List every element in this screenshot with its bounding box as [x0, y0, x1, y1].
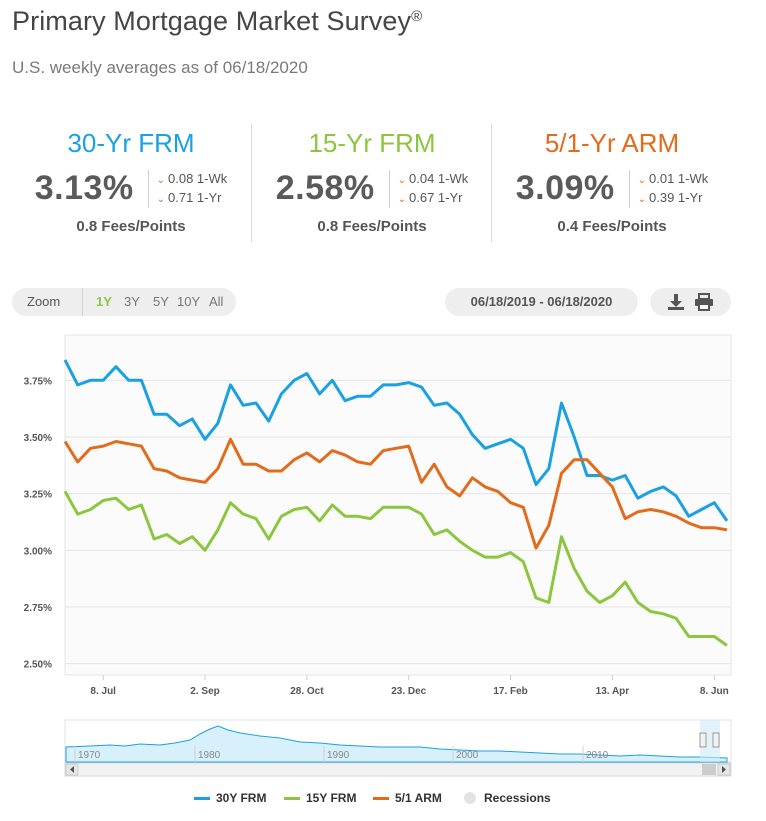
- chart-tools: [650, 288, 731, 316]
- down-arrow-icon: ⌄: [637, 174, 647, 186]
- rate-changes: ⌄ 0.01 1-Wk ⌄ 0.39 1-Yr: [628, 169, 709, 208]
- yearly-change: 0.67 1-Yr: [409, 189, 463, 205]
- zoom-all-button[interactable]: All: [209, 294, 224, 309]
- rate-card-30yr: 30-Yr FRM 3.13% ⌄ 0.08 1-Wk ⌄ 0.71 1-Yr 0.…: [11, 124, 251, 242]
- download-icon[interactable]: [666, 293, 686, 311]
- fees-points: 0.4 Fees/Points: [557, 218, 667, 235]
- rates-line-chart[interactable]: 3.75% 3.50% 3.25% 3.00% 2.75% 2.50% 8. Jul 2. …: [0, 332, 766, 704]
- zoom-5y-button[interactable]: 5Y: [153, 294, 169, 309]
- down-arrow-icon: ⌄: [637, 193, 647, 205]
- weekly-change: 0.01 1-Wk: [649, 170, 709, 186]
- down-arrow-icon: ⌄: [397, 174, 407, 186]
- rate-value: 3.13%: [34, 169, 134, 207]
- x-tick-label: 28. Oct: [290, 686, 324, 697]
- page-subtitle: U.S. weekly averages as of 06/18/2020: [12, 58, 308, 77]
- zoom-1y-button[interactable]: 1Y: [96, 294, 112, 309]
- x-tick-label: 2. Sep: [190, 686, 219, 697]
- navigator-handle-right[interactable]: [712, 732, 720, 748]
- date-range-display[interactable]: 06/18/2019 - 06/18/2020: [445, 288, 638, 316]
- y-axis: 3.75% 3.50% 3.25% 3.00% 2.75% 2.50%: [24, 376, 52, 670]
- y-tick-label: 3.75%: [24, 376, 52, 387]
- legend-item-recessions[interactable]: Recessions: [464, 791, 551, 805]
- rate-card-arm: 5/1-Yr ARM 3.09% ⌄ 0.01 1-Wk ⌄ 0.39 1-Yr 0…: [492, 124, 732, 242]
- legend-item-15y[interactable]: 15Y FRM: [284, 791, 356, 805]
- grid-lines: [65, 379, 731, 665]
- x-tick-label: 8. Jul: [90, 686, 116, 697]
- legend-label: 30Y FRM: [216, 791, 267, 805]
- legend-swatch: [194, 796, 210, 800]
- print-icon[interactable]: [694, 293, 714, 311]
- rate-changes: ⌄ 0.08 1-Wk ⌄ 0.71 1-Yr: [147, 169, 228, 208]
- y-tick-label: 3.00%: [24, 546, 52, 557]
- legend-label: Recessions: [484, 791, 551, 805]
- weekly-change: 0.08 1-Wk: [168, 170, 228, 186]
- y-tick-label: 2.50%: [24, 660, 52, 671]
- navigator-handle-left[interactable]: [699, 732, 707, 748]
- x-axis: 8. Jul 2. Sep 28. Oct 23. Dec 17. Feb 13. Apr…: [90, 675, 729, 697]
- navigator-selection[interactable]: [700, 720, 720, 762]
- navigator-tick-label: 1990: [327, 750, 350, 761]
- fees-points: 0.8 Fees/Points: [76, 218, 186, 235]
- card-divider: [491, 124, 492, 242]
- rate-card-title: 15-Yr FRM: [308, 128, 436, 158]
- navigator-axis: 1970 1980 1990 2000 2010: [74, 746, 609, 762]
- x-tick-label: 17. Feb: [493, 686, 527, 697]
- navigator-tick-label: 1980: [198, 750, 221, 761]
- navigator-tick-label: 2000: [456, 750, 479, 761]
- zoom-3y-button[interactable]: 3Y: [124, 294, 140, 309]
- legend-swatch: [373, 796, 389, 800]
- down-arrow-icon: ⌄: [156, 193, 166, 205]
- navigator-series: [65, 725, 728, 763]
- yearly-change: 0.71 1-Yr: [168, 189, 222, 205]
- series-line-5-1-arm[interactable]: [63, 437, 728, 550]
- y-tick-label: 2.75%: [24, 603, 52, 614]
- series-lines: [63, 359, 729, 647]
- down-arrow-icon: ⌄: [156, 174, 166, 186]
- rate-card-15yr: 15-Yr FRM 2.58% ⌄ 0.04 1-Wk ⌄ 0.67 1-Yr 0.…: [252, 124, 492, 242]
- left-arrow-icon: [70, 766, 74, 773]
- scrollbar-thumb[interactable]: [702, 764, 716, 775]
- rate-changes: ⌄ 0.04 1-Wk ⌄ 0.67 1-Yr: [388, 169, 469, 208]
- y-tick-label: 3.25%: [24, 490, 52, 501]
- yearly-change: 0.39 1-Yr: [649, 189, 703, 205]
- x-tick-label: 23. Dec: [391, 686, 426, 697]
- navigator[interactable]: 1970 1980 1990 2000 2010: [0, 718, 766, 780]
- legend-item-arm[interactable]: 5/1 ARM: [373, 791, 442, 805]
- rate-value: 2.58%: [275, 169, 375, 207]
- rate-value: 3.09%: [515, 169, 615, 207]
- fees-points: 0.8 Fees/Points: [317, 218, 427, 235]
- legend-label: 5/1 ARM: [395, 791, 442, 805]
- zoom-label: Zoom: [27, 294, 61, 309]
- series-line-15y-frm[interactable]: [63, 490, 728, 647]
- registered-mark: ®: [411, 8, 423, 25]
- legend-label: 15Y FRM: [306, 791, 357, 805]
- navigator-tick-label: 1970: [78, 750, 101, 761]
- weekly-change: 0.04 1-Wk: [409, 170, 469, 186]
- legend-swatch: [284, 796, 300, 800]
- down-arrow-icon: ⌄: [397, 193, 407, 205]
- right-arrow-icon: [722, 766, 726, 773]
- rate-card-title: 30-Yr FRM: [67, 128, 195, 158]
- zoom-10y-button[interactable]: 10Y: [177, 294, 201, 309]
- legend-swatch: [464, 792, 476, 804]
- rate-card-title: 5/1-Yr ARM: [544, 128, 680, 158]
- y-tick-label: 3.50%: [24, 433, 52, 444]
- legend-item-30y[interactable]: 30Y FRM: [194, 791, 266, 805]
- navigator-tick-label: 2010: [586, 750, 609, 761]
- series-line-30y-frm[interactable]: [63, 359, 729, 522]
- page-title: Primary Mortgage Market Survey®: [12, 6, 423, 36]
- x-tick-label: 13. Apr: [596, 686, 630, 697]
- scrollbar-track[interactable]: [64, 762, 732, 777]
- x-tick-label: 8. Jun: [700, 686, 729, 697]
- zoom-separator: [82, 288, 83, 316]
- zoom-control: Zoom 1Y 3Y 5Y 10Y All: [12, 288, 236, 316]
- card-divider: [251, 124, 252, 242]
